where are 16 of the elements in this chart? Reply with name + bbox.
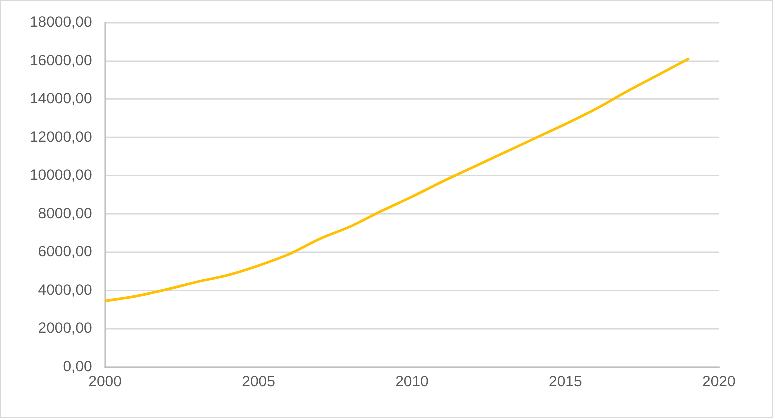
y-tick-label: 18000,00	[30, 14, 92, 32]
x-tick-label: 2005	[242, 373, 276, 390]
y-tick-label: 0,00	[63, 358, 92, 376]
y-tick-label: 10000,00	[30, 167, 92, 184]
y-tick-label: 2000,00	[38, 320, 92, 338]
y-tick-label: 4000,00	[38, 282, 92, 299]
y-tick-label: 8000,00	[38, 205, 92, 222]
y-tick-label: 16000,00	[30, 52, 92, 70]
x-tick-label: 2015	[549, 373, 582, 390]
y-tick-label: 12000,00	[30, 128, 92, 146]
y-tick-label: 6000,00	[38, 244, 92, 261]
x-tick-label: 2010	[396, 373, 429, 390]
x-tick-label: 2020	[702, 373, 736, 390]
y-tick-label: 14000,00	[30, 90, 92, 108]
x-tick-label: 2000	[88, 373, 122, 390]
line-series	[105, 58, 690, 303]
